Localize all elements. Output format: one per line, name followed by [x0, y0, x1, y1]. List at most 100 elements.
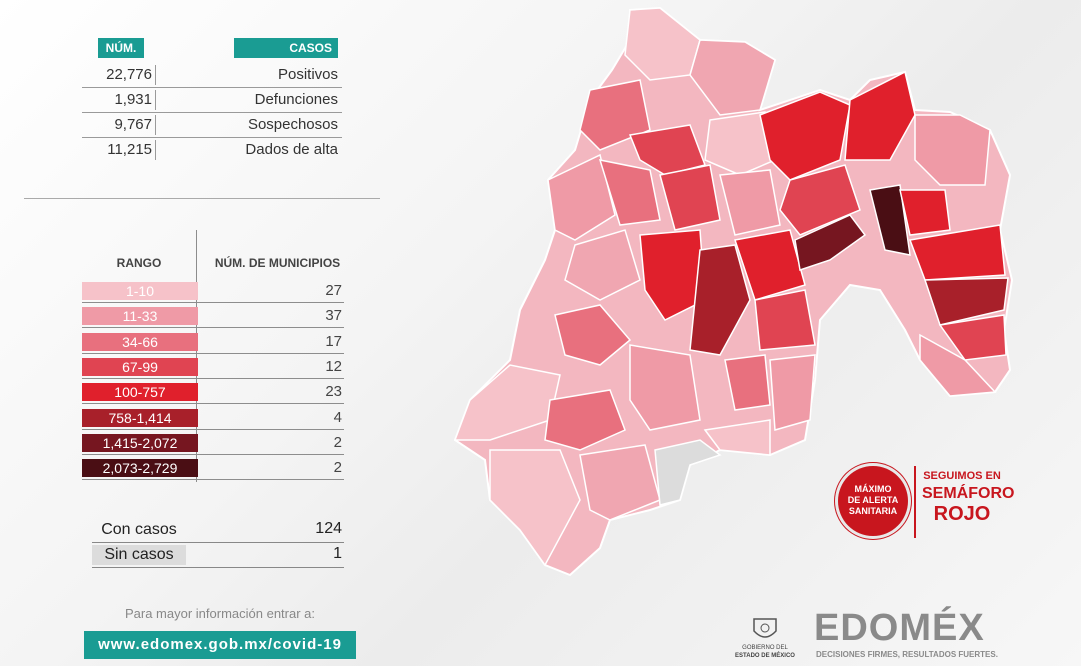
legend-row: 11-33 37 [82, 305, 344, 329]
case-row-suspected: 9,767 Sospechosos [82, 112, 342, 138]
section-divider [24, 198, 380, 199]
municipality-region [923, 277, 1009, 326]
legend-row: 758-1,414 4 [82, 407, 344, 430]
legend-count: 23 [325, 383, 342, 401]
legend-row: 67-99 12 [82, 356, 344, 379]
legend-range-swatch: 67-99 [82, 357, 198, 376]
municipality-region [579, 79, 651, 151]
badge-line-3: SANITARIA [848, 506, 898, 516]
state-shield-icon [753, 618, 777, 638]
legend-range-swatch: 1-10 [82, 282, 198, 300]
municipality-region [704, 111, 776, 176]
municipality-region [844, 70, 916, 161]
municipality-region [899, 189, 951, 236]
municipality-region [639, 229, 706, 321]
case-row-deaths: 1,931 Defunciones [82, 87, 342, 113]
municipality-region [689, 39, 776, 116]
semaforo-line-1: SEGUIMOS EN [923, 470, 1001, 482]
with-cases-label: Con casos [101, 521, 177, 538]
legend-count: 2 [333, 433, 342, 451]
municipality-region [659, 164, 721, 231]
legend-range-swatch: 1,415-2,072 [82, 433, 198, 452]
municipality-region [794, 214, 867, 271]
divider [155, 115, 156, 135]
divider [155, 140, 156, 160]
legend-count: 17 [325, 332, 342, 350]
legend-range-swatch: 11-33 [82, 307, 198, 326]
with-cases-value: 124 [315, 520, 342, 537]
gov-label: GOBIERNO DEL ESTADO DE MÉXICO [720, 644, 810, 660]
edomex-logo: EDOMÉX [814, 607, 985, 649]
case-label: Dados de alta [245, 141, 338, 158]
case-value: 22,776 [106, 66, 152, 83]
info-prompt: Para mayor información entrar a: [124, 606, 316, 621]
municipality-region [914, 114, 991, 186]
legend-count: 37 [325, 307, 342, 325]
divider [155, 90, 156, 110]
legend-row: 100-757 23 [82, 381, 344, 405]
info-url-link[interactable]: www.edomex.gob.mx/covid-19 [84, 631, 356, 659]
municipality-region [579, 444, 661, 521]
municipalities-map [453, 6, 1014, 577]
municipality-region [919, 333, 997, 397]
badge-line-1: MÁXIMO [854, 484, 892, 494]
municipality-region [554, 304, 632, 366]
divider [155, 65, 156, 85]
legend-row: 1,415-2,072 2 [82, 432, 344, 455]
municipality-region [724, 354, 771, 411]
semaforo-line-3: ROJO [933, 503, 991, 525]
case-label: Sospechosos [247, 116, 338, 133]
legend-range-swatch: 100-757 [82, 383, 198, 402]
header-cases-label: CASOS [289, 41, 332, 55]
municipality-region [779, 164, 861, 236]
header-cases: CASOS [234, 38, 338, 58]
semaforo-text: SEGUIMOS EN SEMÁFORO ROJO [922, 470, 1015, 526]
municipality-region [489, 449, 581, 567]
municipality-region [564, 229, 641, 301]
municipality-region [544, 389, 626, 451]
municipality-region [759, 91, 851, 181]
municipality-region [598, 159, 661, 226]
legend-row: 34-66 17 [82, 331, 344, 354]
case-label: Positivos [277, 66, 338, 83]
legend-count: 4 [333, 408, 342, 426]
municipality-region [629, 344, 701, 431]
municipality-region [869, 184, 911, 256]
legend-count: 2 [333, 459, 342, 477]
badge-line-2: DE ALERTA [847, 495, 899, 505]
case-row-positive: 22,776 Positivos [82, 62, 342, 88]
gov-line-2: ESTADO DE MÉXICO [735, 653, 795, 659]
case-label: Defunciones [254, 91, 338, 108]
alert-divider [914, 466, 916, 538]
without-cases-label: Sin casos [92, 545, 186, 565]
without-cases-value: 1 [333, 545, 342, 562]
legend-row: 2,073-2,729 2 [82, 457, 344, 481]
legend-header-count: NÚM. DE MUNICIPIOS [214, 256, 341, 270]
header-num: NÚM. [98, 38, 144, 58]
municipality-region [938, 314, 1007, 361]
municipality-region [769, 354, 816, 431]
legend-count: 27 [325, 282, 342, 299]
legend-row: 1-10 27 [82, 280, 344, 303]
legend-header-range: RANGO [116, 256, 162, 270]
municipality-region [754, 289, 816, 351]
municipality-region [547, 153, 616, 241]
case-value: 9,767 [114, 116, 152, 133]
edomex-tagline: DECISIONES FIRMES, RESULTADOS FUERTES. [816, 650, 998, 659]
legend-column-divider [196, 230, 197, 482]
legend-count: 12 [325, 357, 342, 375]
semaforo-line-2: SEMÁFORO [922, 485, 1015, 502]
legend-range-swatch: 34-66 [82, 332, 198, 351]
legend-range-swatch: 2,073-2,729 [82, 459, 198, 478]
municipality-region [734, 229, 806, 301]
case-row-discharged: 11,215 Dados de alta [82, 137, 342, 162]
alert-badge: MÁXIMO DE ALERTA SANITARIA [838, 466, 908, 536]
municipality-region [703, 419, 771, 456]
municipality-region [654, 439, 722, 506]
total-without-cases: Sin casos 1 [92, 543, 344, 568]
legend-range-swatch: 758-1,414 [82, 408, 198, 427]
case-value: 1,931 [114, 91, 152, 108]
municipality-region [689, 244, 751, 356]
case-value: 11,215 [107, 141, 152, 158]
municipality-region [719, 169, 781, 236]
